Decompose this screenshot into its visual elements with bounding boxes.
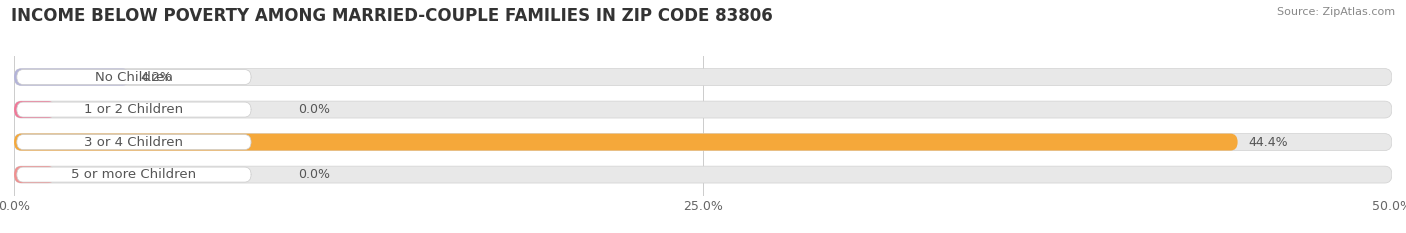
- FancyBboxPatch shape: [17, 102, 252, 117]
- FancyBboxPatch shape: [14, 101, 55, 118]
- FancyBboxPatch shape: [14, 134, 1237, 151]
- Text: 1 or 2 Children: 1 or 2 Children: [84, 103, 184, 116]
- FancyBboxPatch shape: [14, 134, 1392, 151]
- Text: 44.4%: 44.4%: [1249, 136, 1288, 149]
- Text: 0.0%: 0.0%: [298, 103, 330, 116]
- FancyBboxPatch shape: [17, 70, 252, 85]
- Text: 5 or more Children: 5 or more Children: [72, 168, 197, 181]
- Text: 0.0%: 0.0%: [298, 168, 330, 181]
- Text: 3 or 4 Children: 3 or 4 Children: [84, 136, 183, 149]
- FancyBboxPatch shape: [17, 135, 252, 150]
- Text: INCOME BELOW POVERTY AMONG MARRIED-COUPLE FAMILIES IN ZIP CODE 83806: INCOME BELOW POVERTY AMONG MARRIED-COUPL…: [11, 7, 773, 25]
- FancyBboxPatch shape: [17, 167, 252, 182]
- Text: Source: ZipAtlas.com: Source: ZipAtlas.com: [1277, 7, 1395, 17]
- FancyBboxPatch shape: [14, 166, 55, 183]
- FancyBboxPatch shape: [14, 69, 1392, 86]
- Text: No Children: No Children: [96, 71, 173, 84]
- FancyBboxPatch shape: [14, 69, 129, 86]
- FancyBboxPatch shape: [14, 101, 1392, 118]
- Text: 4.2%: 4.2%: [141, 71, 173, 84]
- FancyBboxPatch shape: [14, 166, 1392, 183]
